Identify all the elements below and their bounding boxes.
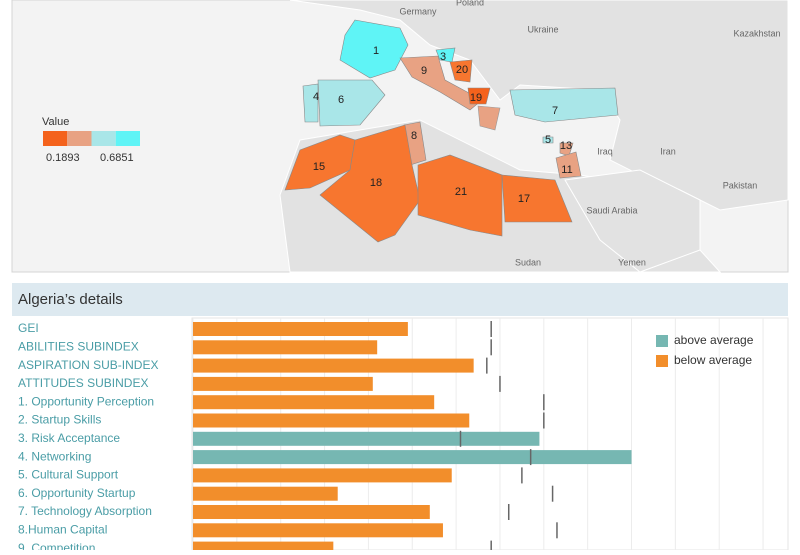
place-name: Ukraine [527,24,558,34]
bar [193,322,408,336]
place-name: Germany [399,6,437,16]
country [509,87,619,123]
country [542,136,554,144]
row-label: GEI [18,321,39,335]
country-rank: 18 [370,177,382,189]
country-rank: 4 [313,91,319,103]
place-name: Iran [660,146,676,156]
country [477,105,501,131]
country [555,151,582,179]
country [302,83,319,123]
row-label: ATTITUDES SUBINDEX [18,376,148,390]
legend-label: below average [674,353,752,367]
row-label: 7. Technology Absorption [18,504,152,518]
country-rank: 1 [373,45,379,57]
row-label: ASPIRATION SUB-INDEX [18,358,158,372]
country-rank: 6 [338,94,344,106]
row-label: ABILITIES SUBINDEX [18,339,139,353]
bar [193,413,470,428]
country [449,59,473,83]
row-label: 1. Opportunity Perception [18,394,154,408]
legend-swatch [656,335,668,347]
legend-swatch [115,131,140,146]
country [399,55,483,111]
country-rank: 13 [560,140,572,152]
country-rank: 3 [440,51,446,63]
country-rank: 8 [411,130,417,142]
row-label: 4. Networking [18,449,91,463]
place-name: Yemen [618,257,646,267]
row-label: 3. Risk Acceptance [18,431,120,445]
country-rank: 11 [561,164,572,176]
country [319,124,421,243]
legend-swatch [656,355,668,367]
details-header [12,283,788,316]
row-label: 6. Opportunity Startup [18,486,136,500]
country-rank: 9 [421,65,427,77]
bar [193,340,378,355]
bar [193,395,435,410]
country [317,79,386,127]
row-label: 9. Competition [18,541,95,550]
legend-label: above average [674,333,754,347]
legend-swatch [67,131,92,146]
place-name: Poland [456,0,484,7]
bar [193,376,373,391]
bar [193,431,540,446]
bar [193,468,452,483]
country-rank: 20 [456,64,468,76]
row-label: 8.Human Capital [18,522,107,536]
bar [193,541,334,555]
bar [193,505,430,519]
legend-title: Value [42,116,69,128]
row-label: 5. Cultural Support [18,468,119,482]
place-name: Iraq [597,146,613,156]
country [339,19,409,79]
details-title: Algeria’s details [18,291,123,308]
legend-swatch [91,131,116,146]
country-rank: 5 [545,134,551,146]
bar [193,486,338,501]
bar [193,523,443,538]
country-rank: 21 [455,186,467,198]
place-name: Saudi Arabia [586,205,637,215]
country [467,87,491,105]
country-rank: 19 [470,92,482,104]
place-name: Pakistan [723,180,758,190]
place-name: Sudan [515,257,541,267]
country-rank: 15 [313,161,325,173]
country-rank: 17 [518,193,530,205]
row-label: 2. Startup Skills [18,413,101,427]
place-name: Kazakhstan [733,28,780,38]
legend-min: 0.1893 [46,152,80,164]
land [564,169,701,273]
bar [193,450,632,465]
country [501,174,573,223]
legend-max: 0.6851 [100,152,134,164]
country-rank: 7 [552,105,558,117]
bar [193,358,474,373]
legend-swatch [43,131,68,146]
country [417,154,503,237]
